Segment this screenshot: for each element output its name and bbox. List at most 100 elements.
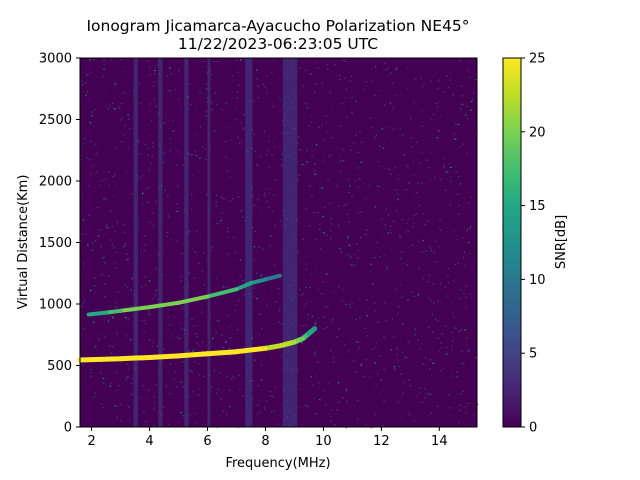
noise-cell — [439, 115, 442, 117]
noise-cell — [124, 284, 126, 286]
noise-cell — [411, 291, 413, 293]
noise-cell — [388, 168, 390, 170]
noise-cell — [90, 140, 92, 142]
noise-cell — [111, 244, 114, 246]
noise-cell — [262, 248, 264, 250]
noise-cell — [316, 212, 319, 214]
noise-cell — [195, 333, 197, 335]
noise-cell — [436, 329, 439, 331]
noise-cell — [118, 290, 120, 292]
noise-cell — [313, 202, 316, 204]
noise-cell — [413, 100, 415, 102]
noise-cell — [355, 134, 357, 136]
noise-cell — [188, 350, 190, 352]
noise-cell — [228, 347, 231, 350]
noise-cell — [126, 363, 128, 365]
noise-cell — [300, 388, 302, 391]
noise-cell — [414, 330, 416, 332]
plot-background — [80, 58, 477, 427]
noise-cell — [458, 298, 461, 300]
noise-cell — [129, 419, 131, 421]
noise-cell — [457, 193, 459, 195]
colorbar-tick-label: 15 — [529, 199, 546, 214]
noise-cell — [267, 135, 270, 137]
noise-cell — [253, 380, 255, 382]
noise-cell — [455, 171, 457, 173]
noise-cell — [338, 285, 340, 288]
noise-cell — [389, 102, 392, 104]
noise-cell — [182, 164, 185, 166]
noise-cell — [402, 323, 404, 325]
noise-cell — [375, 343, 377, 345]
noise-cell — [166, 75, 168, 77]
noise-cell — [305, 286, 307, 289]
noise-cell — [221, 334, 223, 336]
noise-cell — [81, 306, 83, 308]
noise-cell — [319, 187, 321, 189]
noise-cell — [397, 359, 399, 361]
noise-cell — [203, 375, 205, 377]
noise-cell — [339, 78, 341, 80]
noise-cell — [272, 105, 274, 108]
noise-cell — [450, 166, 452, 168]
noise-cell — [313, 353, 315, 355]
noise-cell — [395, 189, 397, 191]
noise-cell — [215, 332, 217, 334]
noise-cell — [228, 127, 231, 129]
noise-cell — [216, 223, 218, 225]
noise-cell — [252, 398, 254, 400]
noise-cell — [448, 163, 450, 165]
colorbar-tick-label: 10 — [529, 273, 546, 288]
noise-cell — [354, 253, 356, 256]
colorbar-tick-label: 20 — [529, 125, 546, 140]
noise-cell — [84, 82, 87, 84]
noise-cell — [315, 238, 317, 240]
noise-cell — [401, 251, 403, 253]
noise-cell — [334, 423, 336, 426]
noise-cell — [374, 257, 376, 259]
y-axis-label: Virtual Distance(Km) — [16, 175, 31, 310]
noise-cell — [153, 396, 155, 398]
noise-cell — [114, 405, 116, 407]
noise-cell — [125, 171, 128, 173]
noise-cell — [341, 148, 344, 151]
noise-cell — [379, 356, 381, 358]
noise-cell — [411, 217, 413, 220]
noise-cell — [145, 421, 147, 423]
noise-cell — [242, 127, 245, 129]
noise-cell — [370, 426, 373, 429]
noise-cell — [299, 149, 302, 151]
noise-cell — [109, 345, 111, 347]
noise-cell — [118, 106, 120, 108]
noise-cell — [148, 339, 151, 341]
noise-cell — [96, 349, 99, 351]
noise-cell — [361, 362, 363, 365]
noise-cell — [402, 262, 405, 264]
noise-cell — [155, 105, 157, 108]
trace-point — [89, 357, 94, 362]
noise-cell — [363, 88, 365, 90]
noise-cell — [474, 357, 477, 359]
noise-cell — [421, 87, 423, 89]
noise-cell — [143, 319, 145, 322]
noise-cell — [421, 110, 423, 112]
noise-cell — [420, 182, 423, 185]
noise-cell — [235, 304, 237, 306]
noise-cell — [348, 304, 351, 306]
noise-cell — [240, 122, 242, 124]
noise-cell — [92, 321, 95, 323]
noise-cell — [330, 154, 332, 156]
noise-cell — [236, 348, 239, 350]
noise-cell — [335, 75, 337, 77]
noise-cell — [370, 80, 373, 82]
noise-cell — [84, 299, 86, 301]
noise-cell — [308, 413, 311, 415]
noise-cell — [94, 277, 96, 279]
noise-cell — [296, 369, 299, 371]
noise-cell — [438, 350, 440, 353]
noise-cell — [180, 280, 182, 282]
noise-cell — [172, 130, 174, 132]
noise-cell — [449, 204, 451, 206]
noise-cell — [272, 194, 275, 196]
